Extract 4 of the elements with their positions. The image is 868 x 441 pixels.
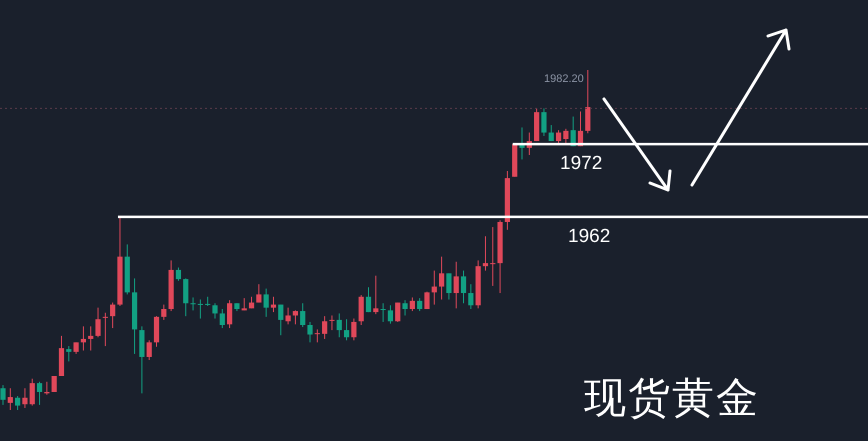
annotation: 1982.20 [544, 73, 584, 85]
annotation: 1972 [560, 153, 602, 174]
annotation: 1962 [568, 226, 610, 247]
text: 现货黄金 [584, 373, 760, 422]
